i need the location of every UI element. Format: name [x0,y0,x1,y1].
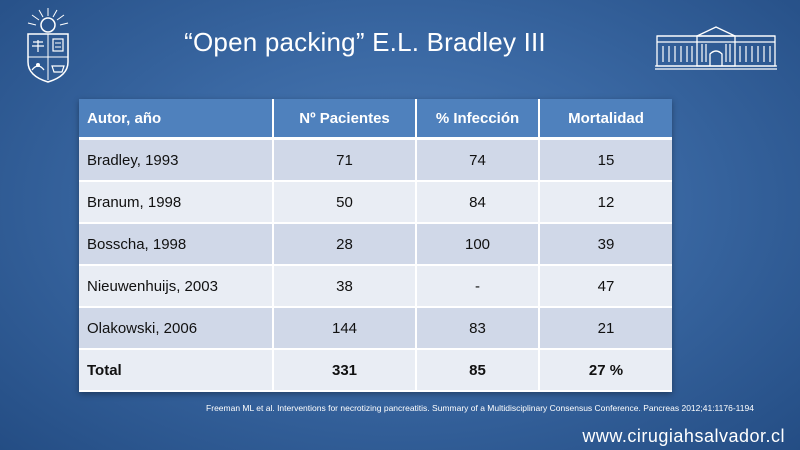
citation-footnote: Freeman ML et al. Interventions for necr… [206,403,754,413]
mortality-cell: 15 [539,138,672,182]
author-cell: Olakowski, 2006 [79,307,274,350]
infection-cell: 74 [416,138,540,182]
infection-cell: 83 [416,307,540,350]
patients-cell: 144 [273,307,417,350]
mortality-cell: 47 [539,265,672,308]
slide-title: “Open packing” E.L. Bradley III [184,27,546,57]
table-row: Bosscha, 1998 28 100 39 [79,223,672,266]
mortality-cell: 12 [539,181,672,224]
university-crest-logo [22,6,74,84]
table-header-row: Autor, año Nº Pacientes % Infección Mort… [79,99,672,140]
patients-cell: 50 [273,181,417,224]
author-cell: Bosscha, 1998 [79,223,274,266]
author-cell: Bradley, 1993 [79,138,274,182]
infection-cell: 100 [416,223,540,266]
table-row: Branum, 1998 50 84 12 [79,181,672,224]
patients-cell: 38 [273,265,417,308]
table-row: Bradley, 1993 71 74 15 [79,138,672,182]
hospital-building-logo [655,24,777,70]
table-total-row: Total 331 85 27 % [79,348,672,392]
total-infection-cell: 85 [416,348,540,392]
mortality-cell: 39 [539,223,672,266]
table-row: Nieuwenhuijs, 2003 38 - 47 [79,265,672,308]
author-cell: Nieuwenhuijs, 2003 [79,265,274,308]
patients-cell: 28 [273,223,417,266]
column-header-mortality: Mortalidad [539,99,672,140]
website-url: www.cirugiahsalvador.cl [582,426,785,446]
infection-cell: 84 [416,181,540,224]
patients-cell: 71 [273,138,417,182]
results-table: Autor, año Nº Pacientes % Infección Mort… [79,99,672,392]
total-patients-cell: 331 [273,348,417,392]
column-header-author: Autor, año [79,99,274,140]
column-header-infection: % Infección [416,99,540,140]
author-cell: Branum, 1998 [79,181,274,224]
column-header-patients: Nº Pacientes [273,99,417,140]
infection-cell: - [416,265,540,308]
total-label-cell: Total [79,348,274,392]
total-mortality-cell: 27 % [539,348,672,392]
mortality-cell: 21 [539,307,672,350]
table-row: Olakowski, 2006 144 83 21 [79,307,672,350]
